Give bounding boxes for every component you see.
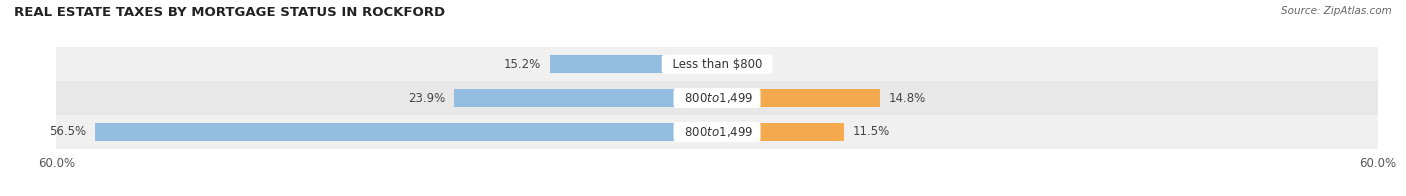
- Text: 14.8%: 14.8%: [889, 92, 927, 104]
- Text: 0.0%: 0.0%: [725, 58, 755, 71]
- Bar: [550, 55, 717, 73]
- Text: $800 to $1,499: $800 to $1,499: [676, 91, 758, 105]
- Text: Source: ZipAtlas.com: Source: ZipAtlas.com: [1281, 6, 1392, 16]
- Text: REAL ESTATE TAXES BY MORTGAGE STATUS IN ROCKFORD: REAL ESTATE TAXES BY MORTGAGE STATUS IN …: [14, 6, 446, 19]
- Bar: [56, 81, 1378, 115]
- Text: 15.2%: 15.2%: [503, 58, 541, 71]
- Text: Less than $800: Less than $800: [665, 58, 769, 71]
- Bar: [717, 123, 844, 141]
- Bar: [454, 89, 717, 107]
- Bar: [56, 115, 1378, 149]
- Bar: [94, 123, 717, 141]
- Bar: [717, 89, 880, 107]
- Bar: [56, 47, 1378, 81]
- Text: 11.5%: 11.5%: [852, 125, 890, 138]
- Text: $800 to $1,499: $800 to $1,499: [676, 125, 758, 139]
- Text: 56.5%: 56.5%: [49, 125, 86, 138]
- Text: 23.9%: 23.9%: [408, 92, 446, 104]
